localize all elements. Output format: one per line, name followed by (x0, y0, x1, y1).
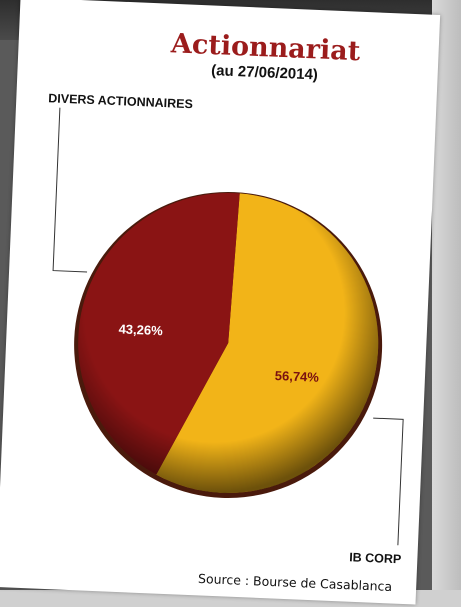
chart-source: Source : Bourse de Casablanca (198, 571, 393, 594)
legend-label-ib-corp: IB CORP (349, 550, 402, 566)
background-strip-right (432, 0, 461, 607)
slice-label-divers: 43,26% (118, 321, 163, 338)
leader-line-ibcorp (373, 417, 404, 546)
pie: 43,26% 56,74% (74, 191, 383, 498)
leader-line-divers (52, 107, 88, 273)
pie-shading (78, 192, 379, 493)
legend-label-divers-actionnaires: DIVERS ACTIONNAIRES (48, 91, 193, 111)
chart-title: Actionnariat (169, 28, 361, 67)
slice-label-ibcorp: 56,74% (275, 368, 320, 385)
chart-subtitle: (au 27/06/2014) (211, 62, 318, 83)
